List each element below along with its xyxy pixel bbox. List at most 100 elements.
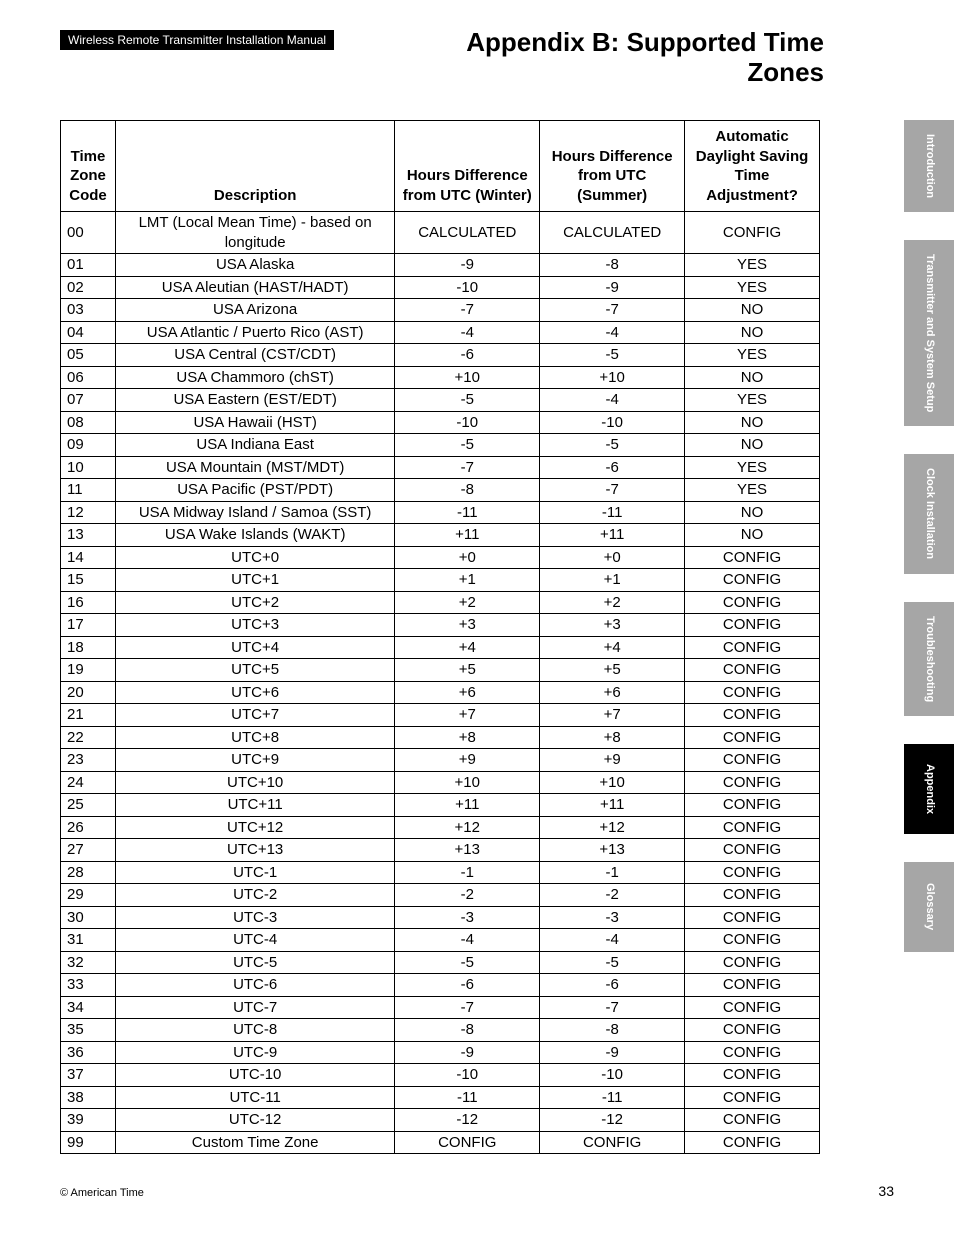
table-cell: UTC+1 [115,569,394,592]
table-cell: 18 [61,636,116,659]
side-tab-transmitter-and-system-setup[interactable]: Transmitter and System Setup [904,240,954,426]
table-cell: USA Aleutian (HAST/HADT) [115,276,394,299]
table-cell: CONFIG [685,1064,820,1087]
table-row: 20UTC+6+6+6CONFIG [61,681,820,704]
table-cell: +11 [540,794,685,817]
table-cell: 29 [61,884,116,907]
table-cell: -6 [540,974,685,997]
table-cell: UTC-10 [115,1064,394,1087]
table-cell: CONFIG [685,749,820,772]
table-row: 13USA Wake Islands (WAKT)+11+11NO [61,524,820,547]
table-cell: CONFIG [685,1131,820,1154]
table-cell: -9 [540,1041,685,1064]
table-row: 10USA Mountain (MST/MDT)-7-6YES [61,456,820,479]
side-tab-troubleshooting[interactable]: Troubleshooting [904,602,954,716]
table-cell: 23 [61,749,116,772]
table-row: 99Custom Time ZoneCONFIGCONFIGCONFIG [61,1131,820,1154]
table-cell: USA Chammoro (chST) [115,366,394,389]
table-row: 23UTC+9+9+9CONFIG [61,749,820,772]
table-cell: +11 [540,524,685,547]
table-cell: UTC+10 [115,771,394,794]
table-cell: CONFIG [540,1131,685,1154]
table-cell: UTC-11 [115,1086,394,1109]
table-row: 36UTC-9-9-9CONFIG [61,1041,820,1064]
table-cell: 31 [61,929,116,952]
table-cell: 39 [61,1109,116,1132]
table-cell: -5 [540,344,685,367]
table-cell: CONFIG [685,591,820,614]
table-row: 31UTC-4-4-4CONFIG [61,929,820,952]
table-cell: +4 [540,636,685,659]
table-cell: UTC+11 [115,794,394,817]
table-header-row: Time Zone Code Description Hours Differe… [61,121,820,212]
table-cell: YES [685,389,820,412]
col-header-winter: Hours Difference from UTC (Winter) [395,121,540,212]
table-cell: -4 [540,389,685,412]
table-cell: +5 [395,659,540,682]
table-cell: CONFIG [685,771,820,794]
table-cell: +11 [395,524,540,547]
table-cell: +12 [540,816,685,839]
table-cell: CALCULATED [540,212,685,254]
table-cell: CONFIG [685,906,820,929]
table-cell: +8 [395,726,540,749]
col-header-code: Time Zone Code [61,121,116,212]
table-cell: 17 [61,614,116,637]
table-cell: NO [685,366,820,389]
table-cell: -4 [395,321,540,344]
table-cell: -6 [395,344,540,367]
footer-copyright: © American Time [60,1187,144,1199]
table-cell: CONFIG [685,1019,820,1042]
table-cell: NO [685,299,820,322]
col-header-desc: Description [115,121,394,212]
table-cell: USA Mountain (MST/MDT) [115,456,394,479]
table-cell: -2 [395,884,540,907]
side-tab-introduction[interactable]: Introduction [904,120,954,212]
side-tab-clock-installation[interactable]: Clock Installation [904,454,954,573]
table-cell: 21 [61,704,116,727]
table-cell: 19 [61,659,116,682]
table-cell: 35 [61,1019,116,1042]
table-cell: 05 [61,344,116,367]
table-cell: -7 [395,996,540,1019]
table-cell: -7 [395,299,540,322]
table-cell: USA Atlantic / Puerto Rico (AST) [115,321,394,344]
table-row: 16UTC+2+2+2CONFIG [61,591,820,614]
table-cell: 14 [61,546,116,569]
table-cell: -9 [540,276,685,299]
table-row: 08USA Hawaii (HST)-10-10NO [61,411,820,434]
table-cell: CONFIG [685,212,820,254]
table-cell: -7 [540,996,685,1019]
table-cell: YES [685,254,820,277]
table-cell: UTC-1 [115,861,394,884]
table-cell: UTC-4 [115,929,394,952]
table-row: 33UTC-6-6-6CONFIG [61,974,820,997]
side-tab-appendix[interactable]: Appendix [904,744,954,834]
table-cell: -2 [540,884,685,907]
table-row: 24UTC+10+10+10CONFIG [61,771,820,794]
table-cell: +9 [395,749,540,772]
table-cell: USA Midway Island / Samoa (SST) [115,501,394,524]
table-cell: +1 [395,569,540,592]
table-cell: +10 [395,366,540,389]
table-cell: -8 [540,1019,685,1042]
table-cell: 37 [61,1064,116,1087]
table-row: 22UTC+8+8+8CONFIG [61,726,820,749]
table-cell: UTC-9 [115,1041,394,1064]
table-cell: UTC+2 [115,591,394,614]
table-row: 12USA Midway Island / Samoa (SST)-11-11N… [61,501,820,524]
table-cell: -6 [395,974,540,997]
table-cell: 22 [61,726,116,749]
table-row: 18UTC+4+4+4CONFIG [61,636,820,659]
timezone-table: Time Zone Code Description Hours Differe… [60,120,820,1154]
table-row: 03USA Arizona-7-7NO [61,299,820,322]
table-cell: CONFIG [685,1109,820,1132]
table-cell: NO [685,524,820,547]
table-cell: 38 [61,1086,116,1109]
table-cell: -8 [540,254,685,277]
table-cell: -6 [540,456,685,479]
table-cell: -4 [540,929,685,952]
side-tab-glossary[interactable]: Glossary [904,862,954,952]
table-cell: CONFIG [685,659,820,682]
table-cell: NO [685,321,820,344]
